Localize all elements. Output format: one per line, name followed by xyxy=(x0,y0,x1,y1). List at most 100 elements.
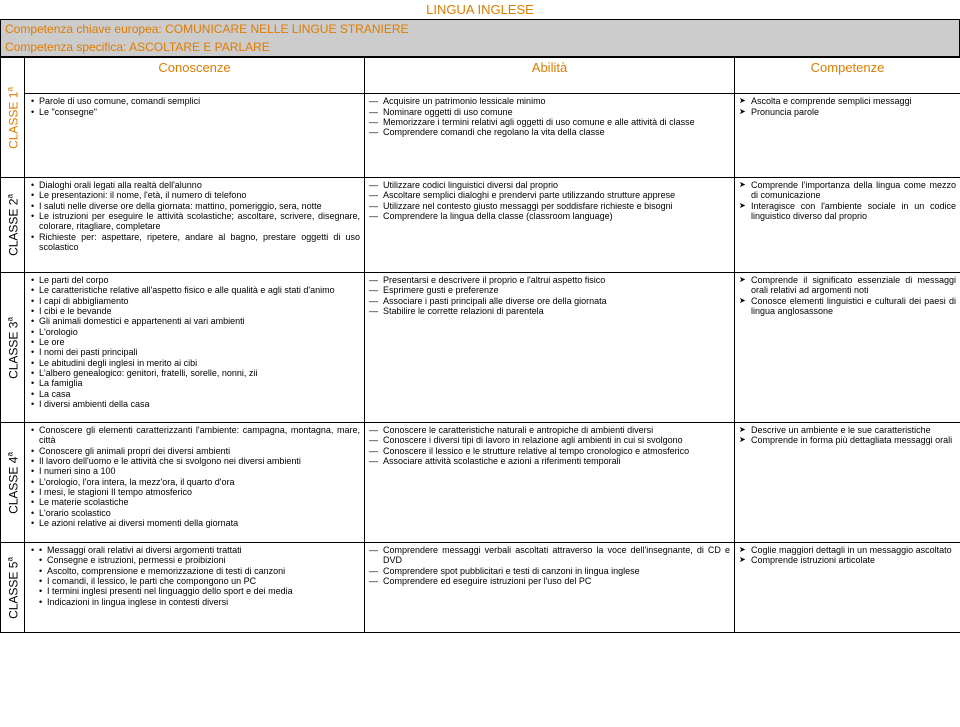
bar1-label: Competenza chiave europea: xyxy=(5,22,165,36)
cell-comp: Comprende l'importanza della lingua come… xyxy=(735,178,960,273)
list-item: Le azioni relative ai diversi momenti de… xyxy=(29,518,360,528)
list-item: Comprende l'importanza della lingua come… xyxy=(739,180,956,201)
list-item: Ascolto, comprensione e memorizzazione d… xyxy=(37,566,360,576)
cell-abi: Conoscere le caratteristiche naturali e … xyxy=(365,423,735,543)
header-conoscenze: Conoscenze xyxy=(25,58,365,94)
list-item: L'orario scolastico xyxy=(29,508,360,518)
list-item: Il lavoro dell'uomo e le attività che si… xyxy=(29,456,360,466)
list-item: Descrive un ambiente e le sue caratteris… xyxy=(739,425,956,435)
list-item: Comprende in forma più dettagliata messa… xyxy=(739,435,956,445)
list-item: Parole di uso comune, comandi semplici xyxy=(29,96,360,106)
cell-abi: Utilizzare codici linguistici diversi da… xyxy=(365,178,735,273)
list-item: Utilizzare nel contesto giusto messaggi … xyxy=(369,201,730,211)
cell-con: Conoscere gli elementi caratterizzanti l… xyxy=(25,423,365,543)
side-label-classe-5: CLASSE 5a xyxy=(1,543,25,633)
list-item: Comprendere ed eseguire istruzioni per l… xyxy=(369,576,730,586)
side-text: CLASSE 4 xyxy=(6,456,20,513)
list-item: L'albero genealogico: genitori, fratelli… xyxy=(29,368,360,378)
cell-comp: Descrive un ambiente e le sue caratteris… xyxy=(735,423,960,543)
list-item: I saluti nelle diverse ore della giornat… xyxy=(29,201,360,211)
list-item: Indicazioni in lingua inglese in contest… xyxy=(37,597,360,607)
side-text: CLASSE 2 xyxy=(6,199,20,256)
side-label-classe-3: CLASSE 3a xyxy=(1,273,25,423)
list-item: I cibi e le bevande xyxy=(29,306,360,316)
list-item: Le parti del corpo xyxy=(29,275,360,285)
list-item: Le materie scolastiche xyxy=(29,497,360,507)
side-sup: a xyxy=(5,557,14,561)
list-item: La famiglia xyxy=(29,378,360,388)
cell-abi: Comprendere messaggi verbali ascoltati a… xyxy=(365,543,735,633)
side-sup: a xyxy=(5,452,14,456)
cell-con: Parole di uso comune, comandi sempliciLe… xyxy=(25,94,365,178)
side-sup: a xyxy=(5,87,14,91)
side-label-classe-4: CLASSE 4a xyxy=(1,423,25,543)
list-item: Consegne e istruzioni, permessi e proibi… xyxy=(37,555,360,565)
header-abilita: Abilità xyxy=(365,58,735,94)
list-item: Ascolta e comprende semplici messaggi xyxy=(739,96,956,106)
side-text: CLASSE 3 xyxy=(6,321,20,378)
list-item: Comprendere messaggi verbali ascoltati a… xyxy=(369,545,730,566)
competence-bar-2: Competenza specifica: ASCOLTARE E PARLAR… xyxy=(0,38,960,57)
list-item: Ascoltare semplici dialoghi e prendervi … xyxy=(369,190,730,200)
bar1-value: COMUNICARE NELLE LINGUE STRANIERE xyxy=(165,22,408,36)
list-item: Esprimere gusti e preferenze xyxy=(369,285,730,295)
list-item: Acquisire un patrimonio lessicale minimo xyxy=(369,96,730,106)
list-item: Gli animali domestici e appartenenti ai … xyxy=(29,316,360,326)
list-item: Stabilire le corrette relazioni di paren… xyxy=(369,306,730,316)
side-text: CLASSE 5 xyxy=(6,561,20,618)
list-item: I diversi ambienti della casa xyxy=(29,399,360,409)
list-item: Conosce elementi linguistici e culturali… xyxy=(739,296,956,317)
list-item: Le presentazioni: il nome, l'età, il num… xyxy=(29,190,360,200)
cell-abi: Presentarsi e descrivere il proprio e l'… xyxy=(365,273,735,423)
cell-con: Messaggi orali relativi ai diversi argom… xyxy=(25,543,365,633)
list-item: I numeri sino a 100 xyxy=(29,466,360,476)
side-sup: a xyxy=(5,194,14,198)
list-item: Le ore xyxy=(29,337,360,347)
list-item: L'orologio, l'ora intera, la mezz'ora, i… xyxy=(29,477,360,487)
list-item: I termini inglesi presenti nel linguaggi… xyxy=(37,586,360,596)
list-item: Presentarsi e descrivere il proprio e l'… xyxy=(369,275,730,285)
list-item: Messaggi orali relativi ai diversi argom… xyxy=(37,545,360,555)
list-item: Dialoghi orali legati alla realtà dell'a… xyxy=(29,180,360,190)
list-item: Comprendere la lingua della classe (clas… xyxy=(369,211,730,221)
row-classe-3: CLASSE 3a Le parti del corpoLe caratteri… xyxy=(1,273,960,423)
row-classe-5: CLASSE 5a Messaggi orali relativi ai div… xyxy=(1,543,960,633)
cell-con: Le parti del corpoLe caratteristiche rel… xyxy=(25,273,365,423)
list-item: Associare i pasti principali alle divers… xyxy=(369,296,730,306)
list-item: Conoscere gli elementi caratterizzanti l… xyxy=(29,425,360,446)
list-item: Associare attività scolastiche e azioni … xyxy=(369,456,730,466)
table-header-row: CLASSE 1a Conoscenze Abilità Competenze xyxy=(1,58,960,94)
list-item: L'orologio xyxy=(29,327,360,337)
cell-abi: Acquisire un patrimonio lessicale minimo… xyxy=(365,94,735,178)
list-item: Le "consegne" xyxy=(29,107,360,117)
list-item: Pronuncia parole xyxy=(739,107,956,117)
list-item: I comandi, il lessico, le parti che comp… xyxy=(37,576,360,586)
list-item: Interagisce con l'ambiente sociale in un… xyxy=(739,201,956,222)
list-item: La casa xyxy=(29,389,360,399)
list-item: Comprendere comandi che regolano la vita… xyxy=(369,127,730,137)
row-classe-1: Parole di uso comune, comandi sempliciLe… xyxy=(1,94,960,178)
list-item: Memorizzare i termini relativi agli ogge… xyxy=(369,117,730,127)
list-item: Comprendere spot pubblicitari e testi di… xyxy=(369,566,730,576)
list-item: I capi di abbigliamento xyxy=(29,296,360,306)
cell-con: Dialoghi orali legati alla realtà dell'a… xyxy=(25,178,365,273)
side-label-classe-1: CLASSE 1a xyxy=(1,58,25,178)
row-classe-4: CLASSE 4a Conoscere gli elementi caratte… xyxy=(1,423,960,543)
bar2-value: ASCOLTARE E PARLARE xyxy=(129,40,270,54)
subject-title: LINGUA INGLESE xyxy=(0,0,960,19)
list-item: Comprende il significato essenziale di m… xyxy=(739,275,956,296)
list-item: I mesi, le stagioni Il tempo atmosferico xyxy=(29,487,360,497)
side-label-classe-2: CLASSE 2a xyxy=(1,178,25,273)
cell-comp: Comprende il significato essenziale di m… xyxy=(735,273,960,423)
list-item: Conoscere il lessico e le strutture rela… xyxy=(369,446,730,456)
list-item: Le istruzioni per eseguire le attività s… xyxy=(29,211,360,232)
list-item: Coglie maggiori dettagli in un messaggio… xyxy=(739,545,956,555)
list-item: Comprende istruzioni articolate xyxy=(739,555,956,565)
side-sup: a xyxy=(5,317,14,321)
list-item: Conoscere i diversi tipi di lavoro in re… xyxy=(369,435,730,445)
row-classe-2: CLASSE 2a Dialoghi orali legati alla rea… xyxy=(1,178,960,273)
cell-comp: Ascolta e comprende semplici messaggiPro… xyxy=(735,94,960,178)
competence-bar-1: Competenza chiave europea: COMUNICARE NE… xyxy=(0,19,960,38)
cell-comp: Coglie maggiori dettagli in un messaggio… xyxy=(735,543,960,633)
header-competenze: Competenze xyxy=(735,58,960,94)
